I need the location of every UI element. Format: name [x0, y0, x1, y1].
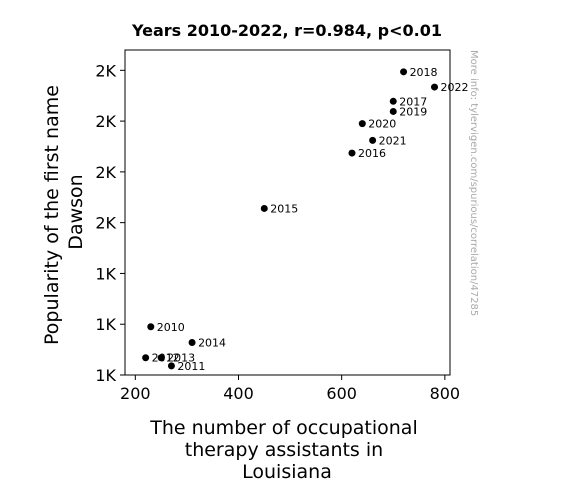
data-point — [157, 354, 165, 362]
x-axis-label-line-2: therapy assistants in — [185, 439, 383, 461]
x-axis-label-line-1: The number of occupational — [149, 417, 418, 439]
x-axis-label: The number of occupational therapy assis… — [149, 417, 424, 483]
data-point-label: 2016 — [358, 147, 386, 160]
data-point — [260, 204, 268, 212]
data-point-label: 2013 — [167, 352, 195, 365]
x-tick-label: 600 — [326, 384, 357, 403]
data-point-label: 2012 — [152, 352, 180, 365]
y-axis: 1K 1K 1K 2K 2K 2K 2K — [95, 61, 125, 385]
y-tick-label: 2K — [95, 163, 116, 182]
y-axis-label-line-1: Popularity of the first name — [41, 85, 63, 345]
data-point-label: 2015 — [270, 202, 298, 215]
data-point — [188, 339, 196, 346]
y-tick-label: 2K — [95, 214, 116, 233]
y-tick-label: 1K — [95, 315, 116, 334]
plot-area — [124, 49, 451, 376]
data-point — [358, 120, 366, 128]
y-tick-label: 1K — [95, 366, 116, 385]
x-axis: 200 400 600 800 — [120, 375, 460, 403]
data-point — [400, 68, 408, 76]
data-point — [389, 97, 397, 105]
data-point — [142, 354, 150, 362]
chart-title: Years 2010-2022, r=0.984, p<0.01 — [131, 21, 442, 40]
x-axis-label-line-3: Louisiana — [242, 461, 332, 483]
data-point — [147, 323, 155, 331]
x-tick-label: 800 — [430, 384, 461, 403]
data-point-label: 2019 — [399, 105, 427, 118]
data-point — [389, 107, 397, 115]
data-point — [167, 362, 175, 370]
x-tick-label: 200 — [120, 384, 151, 403]
source-watermark: More info: tylervigen.com/spurious/corre… — [468, 50, 479, 316]
data-point-label: 2014 — [198, 337, 226, 350]
data-point-label: 2020 — [368, 118, 396, 131]
data-point — [369, 136, 377, 144]
y-tick-label: 1K — [95, 264, 116, 283]
y-tick-label: 2K — [95, 112, 116, 131]
x-tick-label: 400 — [223, 384, 254, 403]
data-point — [431, 83, 439, 91]
data-point-label: 2021 — [379, 134, 407, 147]
data-point-label: 2011 — [177, 360, 205, 373]
y-tick-label: 2K — [95, 61, 116, 80]
data-point — [348, 149, 356, 157]
y-axis-label: Popularity of the first name Dawson — [41, 79, 87, 345]
data-point-label: 2018 — [410, 66, 438, 79]
data-point-label: 2017 — [399, 95, 427, 108]
data-point-label: 2022 — [441, 81, 469, 94]
data-point-label: 2010 — [157, 321, 185, 334]
y-axis-label-line-2: Dawson — [65, 174, 87, 249]
